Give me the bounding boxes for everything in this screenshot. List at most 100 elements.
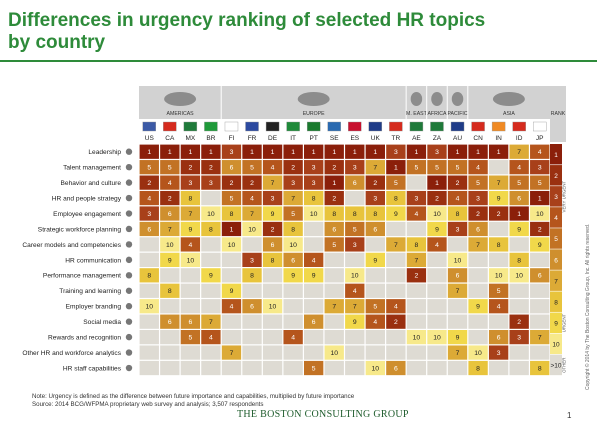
cell-value: 3	[415, 195, 419, 202]
row-label: Behavior and culture	[61, 180, 122, 187]
heatmap-cell	[201, 175, 221, 190]
heatmap-cell	[262, 299, 283, 314]
leadership-icon	[125, 148, 133, 155]
heatmap-cell	[345, 252, 365, 267]
cell-value: 10	[207, 211, 215, 218]
heatmap-cell	[304, 160, 324, 175]
cell-value: 7	[456, 350, 460, 357]
heatmap-cell	[262, 283, 283, 298]
heatmap-cell	[262, 160, 283, 175]
rank-swatch	[550, 333, 562, 355]
heatmap-cell	[386, 206, 406, 221]
cell-value: 2	[415, 273, 419, 280]
heatmap-cell	[139, 144, 159, 159]
performance-icon	[125, 272, 133, 279]
cell-value: 10	[413, 335, 421, 342]
cell-value: 5	[456, 165, 460, 172]
heatmap-cell	[365, 360, 385, 376]
heatmap-cell	[160, 299, 180, 314]
cell-value: 5	[415, 165, 419, 172]
heatmap-cell	[468, 175, 488, 190]
region-label: AFRICA	[427, 111, 447, 117]
heatmap-cell	[221, 360, 242, 376]
heatmap-cell	[201, 345, 221, 360]
heatmap-cell	[262, 268, 283, 283]
cell-value: 4	[168, 180, 172, 187]
heatmap-cell	[180, 314, 201, 329]
heatmap-cell	[427, 299, 447, 314]
heatmap-cell	[386, 360, 406, 376]
cell-value: 6	[168, 319, 172, 326]
cell-value: 6	[497, 335, 501, 342]
heatmap-cell	[180, 144, 201, 159]
heatmap-cell	[283, 252, 303, 267]
heatmap-cell	[139, 268, 159, 283]
asia-map-icon	[492, 92, 525, 106]
cell-value: 4	[456, 195, 460, 202]
heatmap-cell	[406, 206, 427, 221]
heatmap-cell	[242, 283, 262, 298]
heatmap-cell	[180, 252, 201, 267]
heatmap-cell	[447, 144, 468, 159]
cell-value: 3	[517, 335, 521, 342]
heatmap-cell	[345, 237, 365, 252]
heatmap-cell	[201, 144, 221, 159]
cell-value: 5	[312, 365, 316, 372]
rank-header-label: RANK	[551, 111, 566, 117]
row-label: HR communication	[65, 257, 121, 264]
heatmap-cell	[201, 314, 221, 329]
heatmap-cell	[160, 283, 180, 298]
heatmap-cell	[242, 144, 262, 159]
heatmap-cell	[139, 345, 159, 360]
heatmap-cell	[324, 314, 344, 329]
cell-value: 1	[332, 149, 336, 156]
cell-value: 8	[250, 273, 254, 280]
cell-value: 1	[147, 149, 151, 156]
heatmap-cell	[427, 190, 447, 206]
heatmap-cell	[365, 206, 385, 221]
heatmap-cell	[345, 283, 365, 298]
cell-value: 1	[497, 149, 501, 156]
cell-value: 10	[495, 273, 503, 280]
cell-value: 4	[250, 195, 254, 202]
hr-communication-icon	[125, 256, 133, 264]
heatmap-cell	[262, 144, 283, 159]
cell-value: 6	[394, 365, 398, 372]
heatmap-cell	[242, 237, 262, 252]
flag-icon	[450, 121, 465, 132]
heatmap-cell	[468, 330, 488, 345]
rank-swatch	[550, 312, 562, 334]
cell-value: 7	[188, 211, 192, 218]
heatmap-cell	[221, 160, 242, 175]
heatmap-cell	[345, 345, 365, 360]
row-label: Employee engagement	[53, 211, 121, 218]
cell-value: 3	[456, 226, 460, 233]
cell-value: 2	[394, 319, 398, 326]
country-code: PT	[310, 135, 318, 142]
cell-value: 5	[188, 335, 192, 342]
flag-icon	[204, 121, 218, 132]
cell-value: 3	[435, 149, 439, 156]
heatmap-cell	[242, 268, 262, 283]
heatmap-cell	[345, 330, 365, 345]
heatmap-cell	[324, 360, 344, 376]
region-header-band	[139, 86, 550, 119]
country-code: ID	[516, 135, 523, 142]
cell-value: 4	[538, 149, 542, 156]
country-code: IT	[290, 135, 296, 142]
cell-value: 1	[230, 226, 234, 233]
heatmap-cell	[262, 314, 283, 329]
cell-value: 7	[332, 304, 336, 311]
cell-value: 1	[271, 149, 275, 156]
cell-value: 5	[353, 226, 357, 233]
cell-value: 8	[497, 242, 501, 249]
cell-value: 2	[456, 180, 460, 187]
heatmap-cell	[283, 190, 303, 206]
middle-east-map-icon	[410, 92, 423, 106]
row-label: Rewards and recognition	[48, 335, 121, 342]
heatmap-cell	[488, 190, 509, 206]
row-label: HR staff capabilities	[63, 365, 122, 372]
heatmap-cell	[468, 299, 488, 314]
africa-map-icon	[431, 92, 443, 106]
heatmap-cell	[304, 314, 324, 329]
